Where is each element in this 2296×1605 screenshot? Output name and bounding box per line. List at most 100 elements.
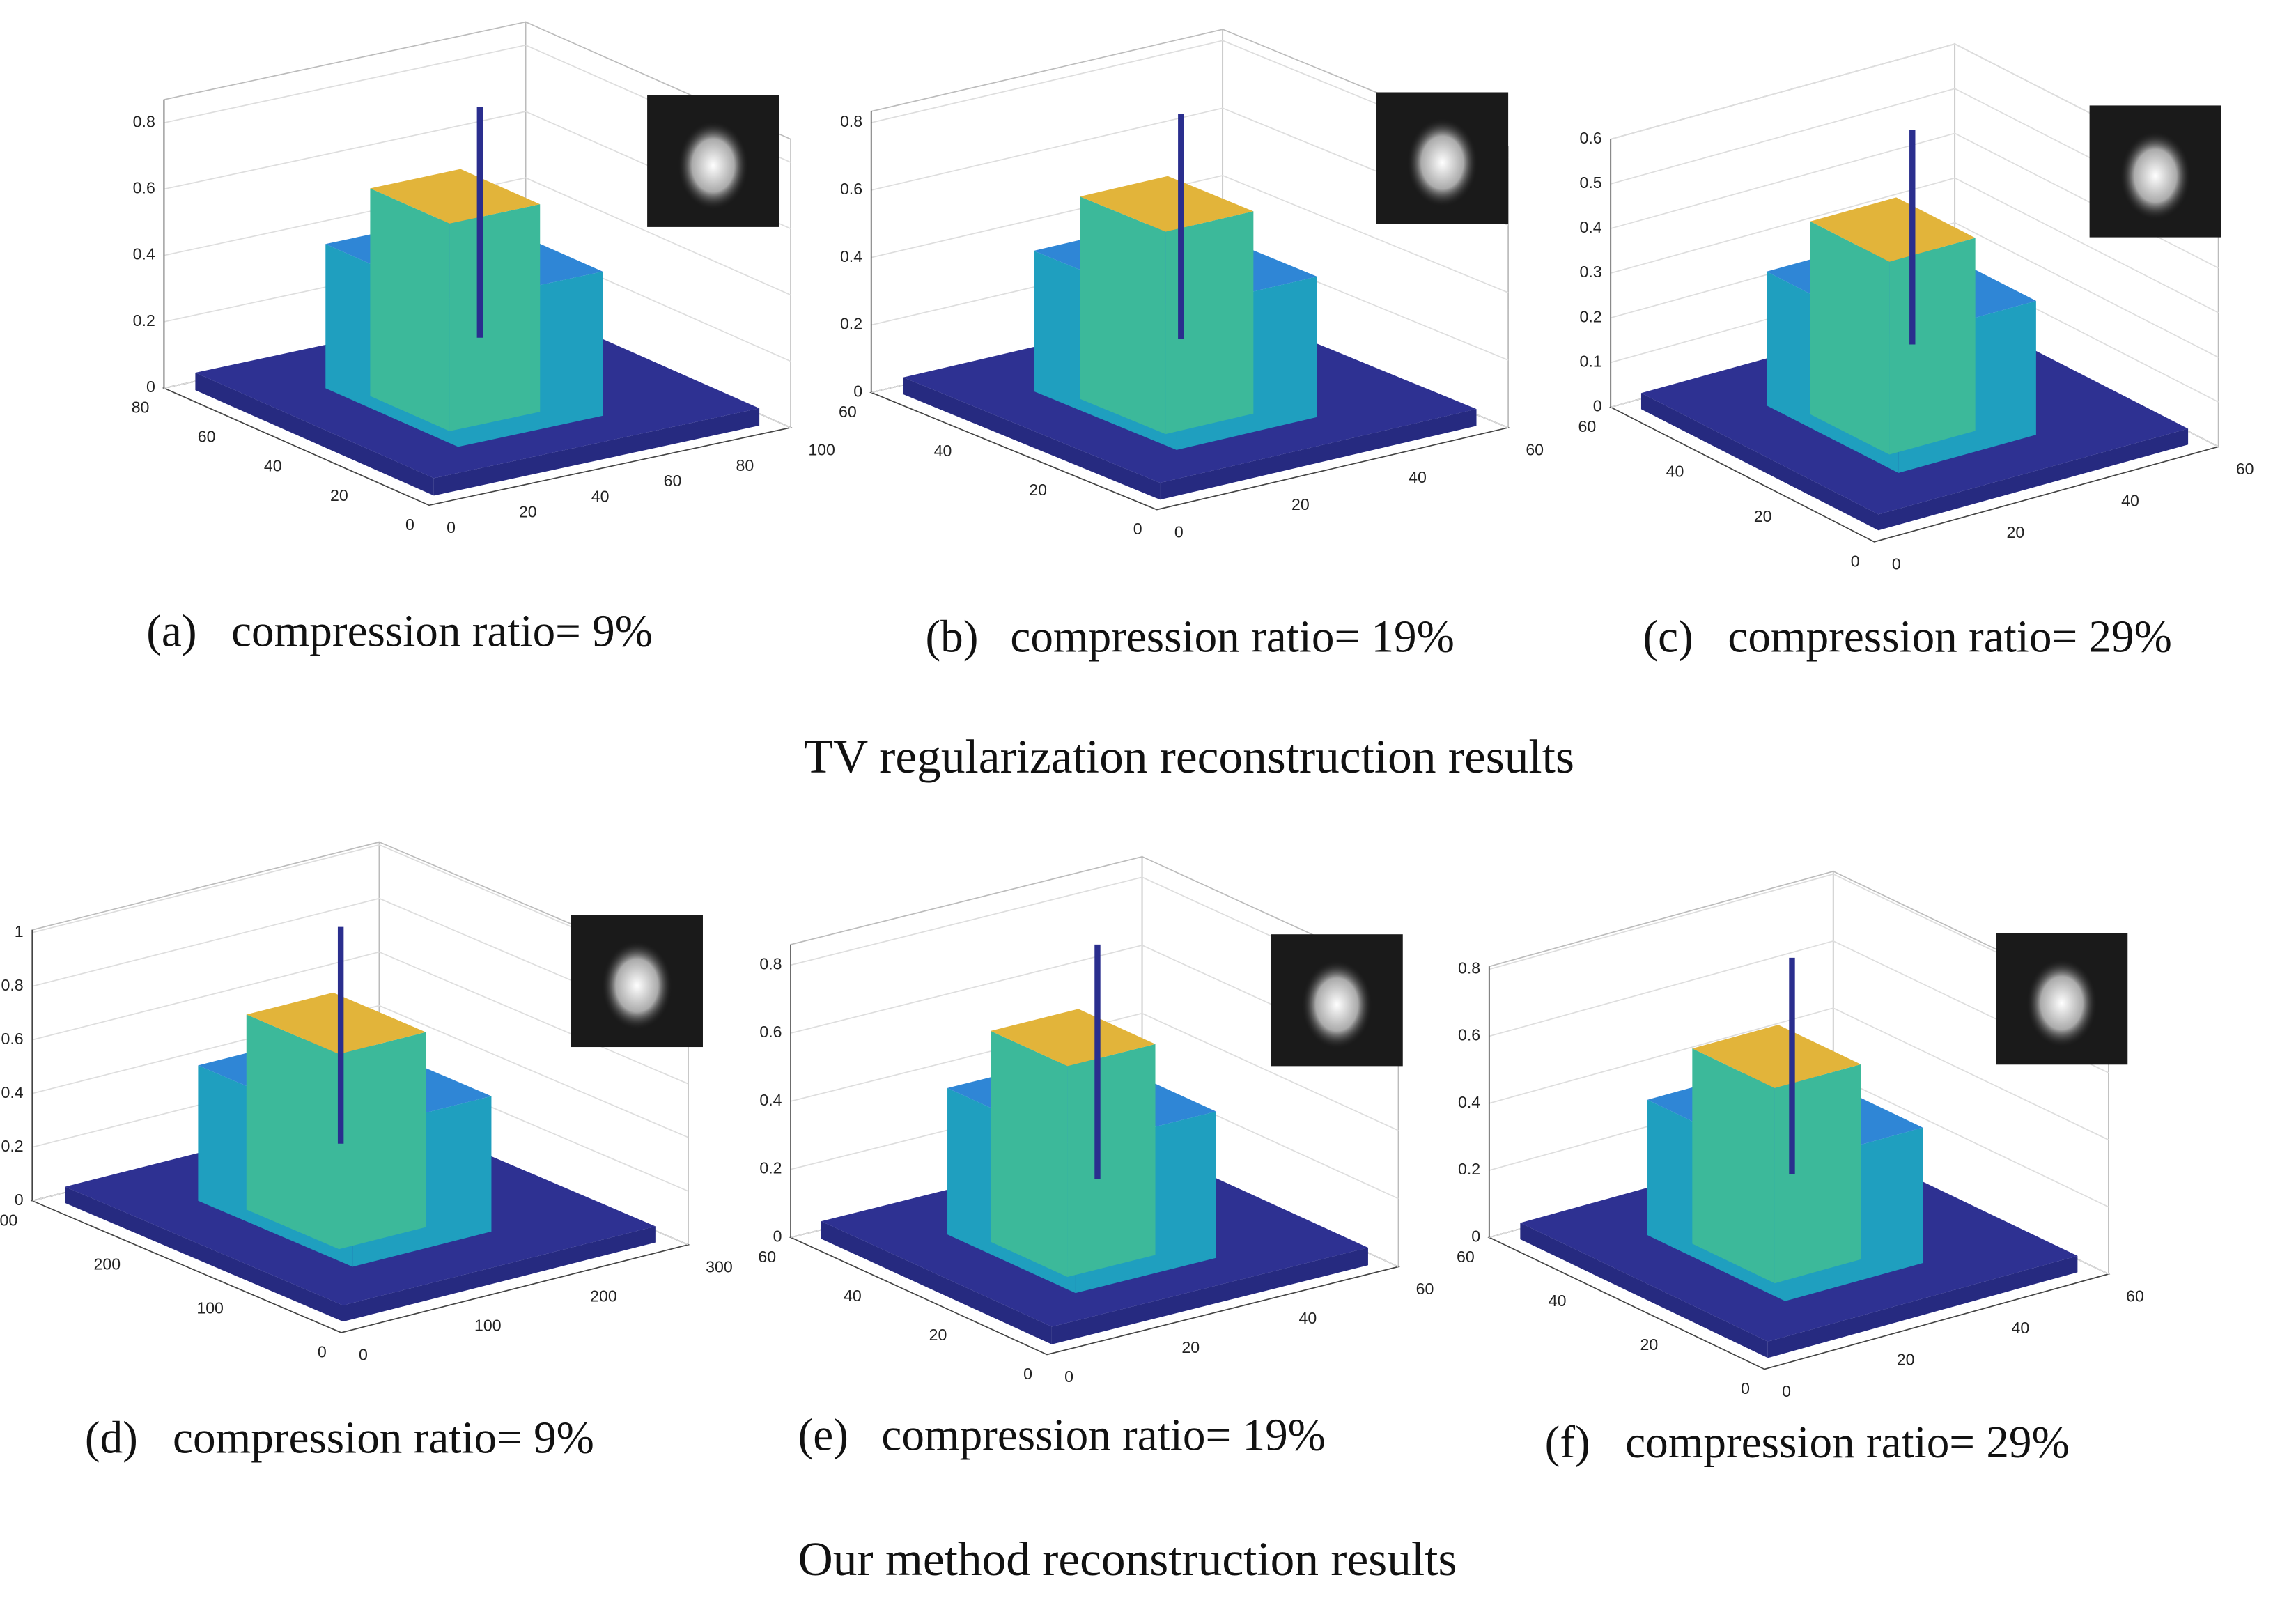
x-tick-label: 0 — [359, 1346, 368, 1364]
grid-line — [1611, 222, 2219, 358]
surface — [1767, 1255, 2078, 1358]
surface — [1774, 1064, 1861, 1284]
surface — [370, 188, 450, 431]
z-tick-label: 0.2 — [840, 315, 862, 333]
y-tick-label: 100 — [196, 1298, 224, 1317]
z-tick-label: 0.6 — [133, 179, 155, 197]
surface — [246, 992, 426, 1055]
x-tick-label: 20 — [1292, 495, 1310, 513]
panel-label: (a) — [146, 606, 196, 656]
group-title: TV regularization reconstruction results — [804, 730, 1574, 784]
z-tick-label: 0.8 — [759, 954, 782, 972]
x-tick-label: 80 — [736, 456, 754, 474]
grid-line — [1489, 1007, 2109, 1141]
panel-label: (e) — [798, 1410, 848, 1460]
y-tick-label: 200 — [94, 1255, 121, 1273]
surface — [65, 1186, 343, 1322]
y-tick-label: 20 — [929, 1326, 947, 1344]
surface — [433, 408, 760, 496]
inset-blob — [2026, 959, 2097, 1048]
panel-label: (b) — [925, 612, 978, 662]
z-tick-label: 0.2 — [759, 1159, 782, 1177]
x-tick-label: 60 — [2126, 1287, 2144, 1305]
y-tick-label: 20 — [330, 486, 348, 504]
z-tick-label: 0.8 — [133, 112, 155, 130]
z-tick-label: 0.4 — [759, 1091, 782, 1109]
y-tick-label: 80 — [132, 398, 150, 417]
z-tick-label: 0.4 — [133, 245, 155, 263]
y-tick-label: 0 — [318, 1342, 327, 1360]
y-tick-label: 0 — [1851, 552, 1860, 570]
z-tick-label: 0.2 — [1579, 307, 1601, 325]
surface — [1640, 393, 1879, 531]
x-tick-label: 20 — [1897, 1351, 1915, 1369]
y-tick-label: 20 — [1029, 481, 1047, 499]
y-tick-label: 60 — [839, 403, 857, 421]
z-tick-label: 0.4 — [1, 1083, 23, 1101]
z-tick-label: 1 — [15, 922, 24, 940]
z-tick-label: 0 — [1471, 1227, 1480, 1245]
surface — [1160, 409, 1477, 500]
x-tick-label: 100 — [474, 1317, 502, 1335]
surface — [1165, 211, 1254, 435]
z-tick-label: 0.6 — [840, 180, 862, 198]
z-tick-label: 0 — [15, 1191, 24, 1209]
z-tick-label: 0.2 — [1, 1137, 23, 1155]
x-tick-label: 60 — [2236, 460, 2254, 478]
panel-caption: compression ratio= 9% — [231, 606, 653, 656]
surface — [1067, 1044, 1156, 1278]
surface — [343, 1226, 656, 1322]
group-title: Our method reconstruction results — [798, 1533, 1457, 1586]
z-tick-label: 0.8 — [1, 976, 23, 994]
z-tick-label: 0.4 — [1458, 1093, 1480, 1111]
z-tick-label: 0.6 — [759, 1023, 782, 1041]
inset-blob — [678, 121, 749, 210]
x-tick-label: 60 — [1526, 441, 1544, 459]
surface — [1692, 1048, 1775, 1284]
surface — [339, 1032, 426, 1250]
surface — [195, 373, 434, 496]
z-tick-label: 0.8 — [840, 112, 862, 130]
panel-caption: compression ratio= 19% — [1010, 612, 1455, 662]
y-tick-label: 40 — [934, 442, 952, 460]
z-tick-label: 0.6 — [1458, 1026, 1480, 1044]
x-tick-label: 100 — [808, 441, 835, 459]
x-tick-label: 60 — [1416, 1280, 1434, 1298]
panel-label: (d) — [85, 1413, 138, 1464]
x-tick-label: 40 — [2121, 491, 2139, 509]
inset-blob — [601, 941, 672, 1030]
y-tick-label: 40 — [1666, 462, 1684, 480]
y-tick-label: 40 — [844, 1287, 862, 1305]
panel-caption: compression ratio= 9% — [173, 1413, 594, 1464]
x-tick-label: 40 — [2012, 1319, 2030, 1337]
y-tick-label: 300 — [0, 1211, 17, 1229]
x-tick-label: 300 — [706, 1258, 733, 1276]
grid-line — [164, 177, 791, 296]
grid-line — [32, 1005, 689, 1138]
panel-caption: compression ratio= 29% — [1728, 612, 2172, 662]
surface — [1878, 428, 2189, 531]
x-tick-label: 0 — [1892, 555, 1901, 573]
panel-label: (c) — [1643, 612, 1693, 662]
z-tick-label: 0 — [1593, 397, 1602, 415]
z-tick-label: 0.1 — [1579, 352, 1601, 370]
y-tick-label: 40 — [264, 457, 282, 475]
inset-blob — [1301, 961, 1372, 1049]
x-tick-label: 40 — [1409, 468, 1427, 486]
y-tick-label: 60 — [198, 428, 216, 446]
z-tick-label: 0.8 — [1458, 959, 1480, 977]
grid-line — [1611, 177, 2219, 313]
z-tick-label: 0.6 — [1579, 129, 1601, 147]
surface — [1080, 196, 1166, 435]
z-tick-label: 0 — [773, 1227, 782, 1245]
x-tick-label: 20 — [1181, 1338, 1200, 1356]
y-tick-label: 40 — [1549, 1292, 1567, 1310]
grid-line — [790, 1012, 1399, 1131]
x-tick-label: 40 — [1299, 1309, 1317, 1327]
surface — [1889, 238, 1976, 455]
surface — [991, 1009, 1156, 1067]
y-tick-label: 0 — [1133, 520, 1142, 538]
z-tick-label: 0.4 — [840, 247, 862, 265]
